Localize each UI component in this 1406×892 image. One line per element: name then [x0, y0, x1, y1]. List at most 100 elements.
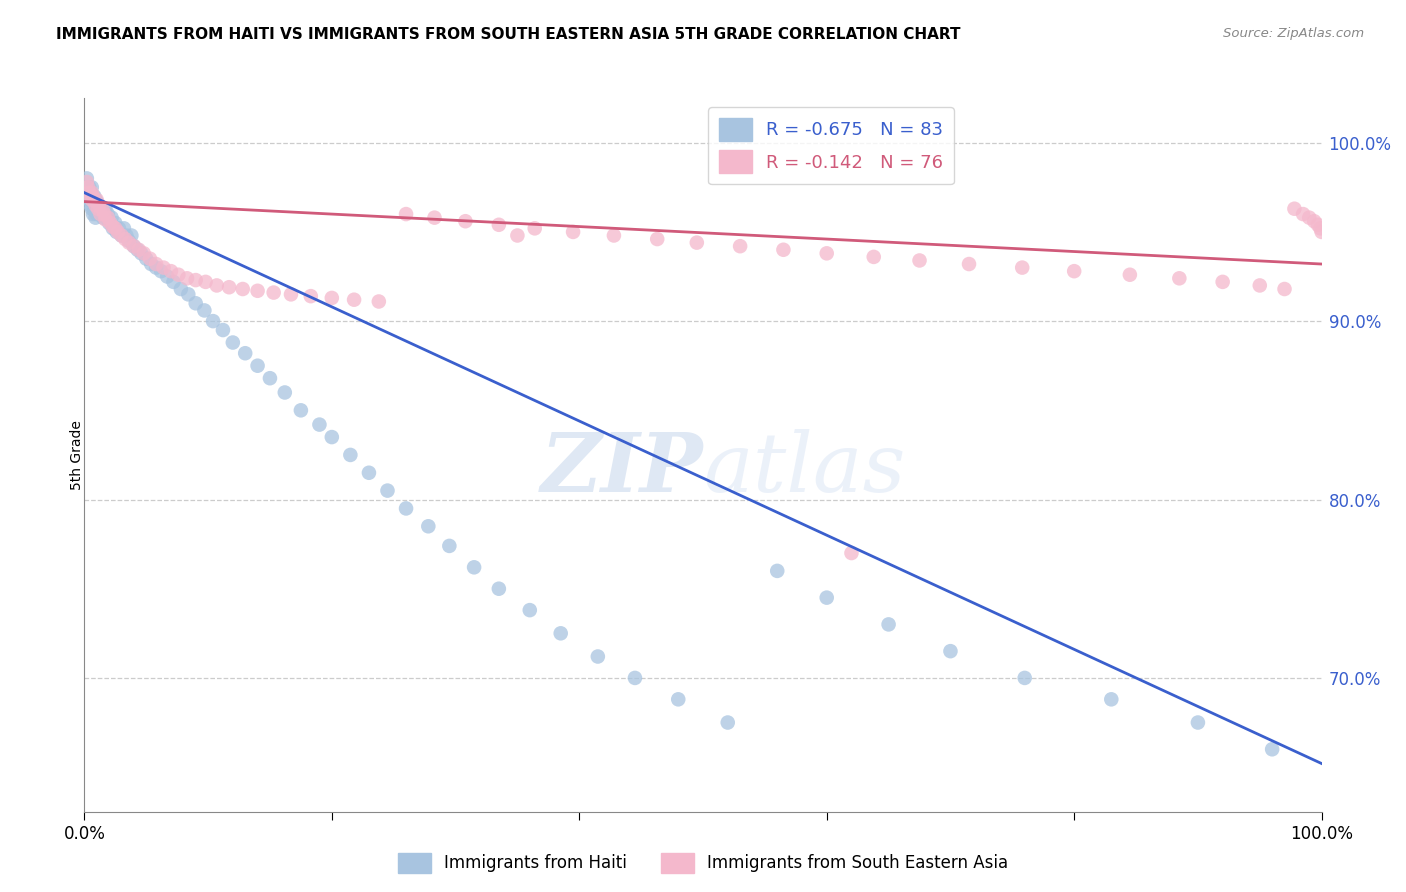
- Point: [686, 235, 709, 250]
- Point: [170, 282, 193, 296]
- Point: [395, 207, 418, 221]
- Point: [118, 235, 141, 250]
- Point: [519, 603, 541, 617]
- Point: [167, 268, 190, 282]
- Point: [377, 483, 399, 498]
- Point: [222, 335, 245, 350]
- Point: [84, 211, 107, 225]
- Point: [152, 260, 174, 275]
- Text: Source: ZipAtlas.com: Source: ZipAtlas.com: [1223, 27, 1364, 40]
- Point: [89, 198, 111, 212]
- Point: [1063, 264, 1085, 278]
- Point: [439, 539, 461, 553]
- Point: [77, 180, 100, 194]
- Point: [80, 193, 103, 207]
- Point: [93, 207, 115, 221]
- Point: [395, 501, 418, 516]
- Point: [815, 246, 838, 260]
- Point: [728, 239, 751, 253]
- Point: [1014, 671, 1036, 685]
- Point: [79, 198, 101, 212]
- Point: [212, 323, 235, 337]
- Point: [274, 385, 297, 400]
- Point: [1099, 692, 1122, 706]
- Point: [145, 260, 167, 275]
- Point: [83, 193, 105, 207]
- Point: [463, 560, 485, 574]
- Point: [82, 189, 104, 203]
- Point: [104, 216, 127, 230]
- Point: [194, 275, 217, 289]
- Point: [110, 228, 132, 243]
- Point: [129, 246, 152, 260]
- Point: [772, 243, 794, 257]
- Point: [76, 171, 98, 186]
- Point: [862, 250, 884, 264]
- Point: [114, 232, 136, 246]
- Point: [232, 282, 254, 296]
- Point: [86, 193, 108, 207]
- Point: [506, 228, 529, 243]
- Point: [562, 225, 585, 239]
- Point: [112, 221, 135, 235]
- Point: [77, 189, 100, 203]
- Point: [91, 211, 114, 225]
- Point: [89, 198, 111, 212]
- Legend: R = -0.675   N = 83, R = -0.142   N = 76: R = -0.675 N = 83, R = -0.142 N = 76: [709, 107, 953, 185]
- Point: [104, 221, 127, 235]
- Point: [80, 186, 103, 200]
- Point: [96, 211, 118, 225]
- Point: [127, 243, 149, 257]
- Point: [97, 211, 120, 225]
- Point: [108, 221, 131, 235]
- Point: [1168, 271, 1191, 285]
- Point: [666, 692, 689, 706]
- Point: [1284, 202, 1306, 216]
- Point: [488, 218, 510, 232]
- Point: [162, 275, 184, 289]
- Point: [645, 232, 668, 246]
- Point: [83, 189, 105, 203]
- Point: [101, 221, 124, 235]
- Point: [79, 180, 101, 194]
- Point: [79, 193, 101, 207]
- Point: [98, 216, 121, 230]
- Point: [176, 271, 198, 285]
- Point: [77, 180, 100, 194]
- Point: [120, 228, 142, 243]
- Point: [139, 252, 162, 266]
- Point: [94, 202, 117, 216]
- Point: [717, 715, 740, 730]
- Point: [1303, 214, 1326, 228]
- Point: [122, 239, 145, 253]
- Point: [367, 294, 389, 309]
- Point: [184, 296, 207, 310]
- Point: [118, 234, 141, 248]
- Point: [263, 285, 285, 300]
- Point: [83, 203, 105, 218]
- Point: [1309, 221, 1331, 235]
- Point: [150, 264, 173, 278]
- Point: [877, 617, 900, 632]
- Text: IMMIGRANTS FROM HAITI VS IMMIGRANTS FROM SOUTH EASTERN ASIA 5TH GRADE CORRELATIO: IMMIGRANTS FROM HAITI VS IMMIGRANTS FROM…: [56, 27, 960, 42]
- Point: [94, 212, 117, 227]
- Point: [246, 284, 269, 298]
- Point: [122, 239, 145, 253]
- Point: [290, 403, 312, 417]
- Point: [91, 203, 114, 218]
- Point: [82, 207, 104, 221]
- Point: [80, 202, 103, 216]
- Point: [418, 519, 440, 533]
- Point: [624, 671, 647, 685]
- Point: [205, 278, 228, 293]
- Legend: Immigrants from Haiti, Immigrants from South Eastern Asia: Immigrants from Haiti, Immigrants from S…: [391, 847, 1015, 880]
- Point: [1249, 278, 1271, 293]
- Point: [550, 626, 572, 640]
- Point: [128, 243, 150, 257]
- Y-axis label: 5th Grade: 5th Grade: [70, 420, 84, 490]
- Point: [1298, 211, 1320, 225]
- Point: [107, 225, 129, 239]
- Text: ZIP: ZIP: [540, 429, 703, 509]
- Point: [156, 269, 179, 284]
- Point: [177, 287, 200, 301]
